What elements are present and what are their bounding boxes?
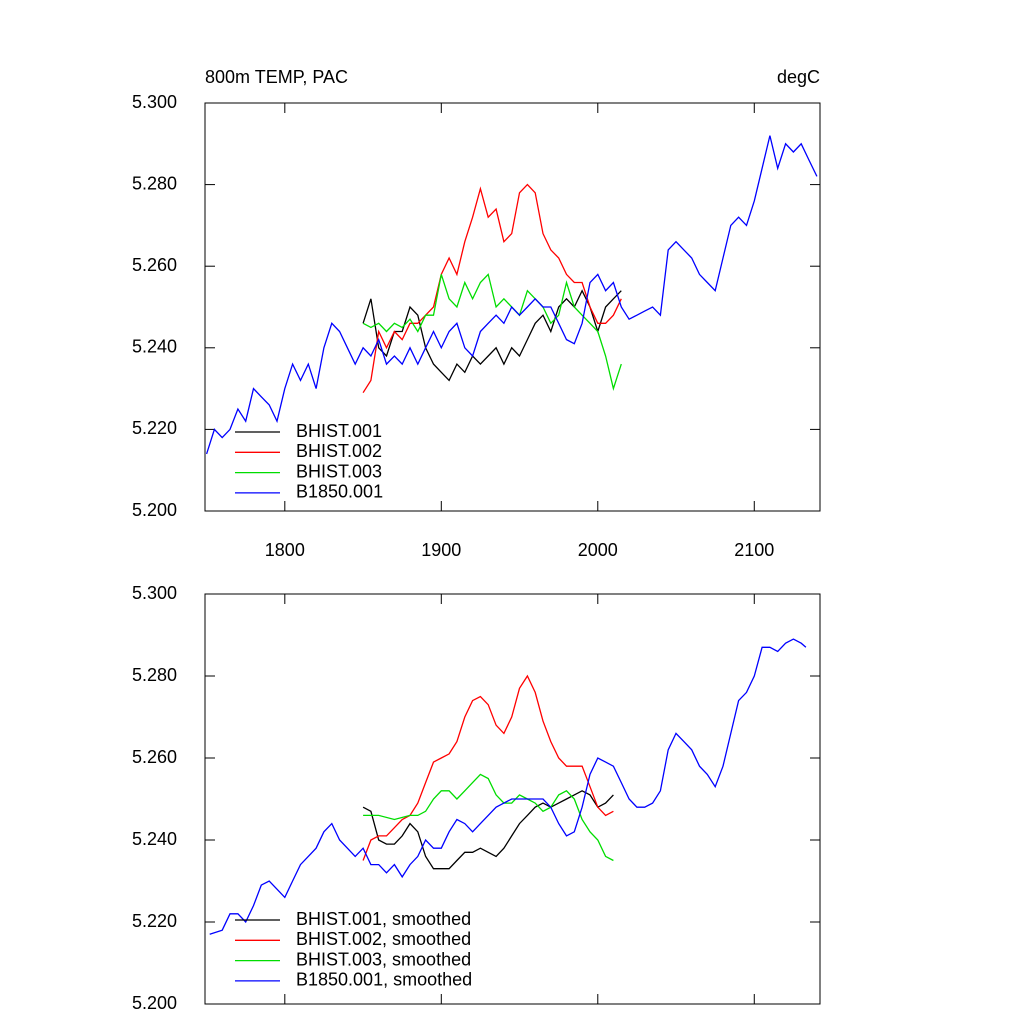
series-line (209, 638, 807, 935)
y-tick-label: 5.300 (132, 92, 177, 112)
plot-frame (204, 593, 821, 1005)
units-label: degC (777, 67, 820, 87)
legend-label: BHIST.001 (296, 421, 382, 441)
series-line (362, 183, 622, 394)
series-line (205, 135, 818, 455)
x-tick-label: 1900 (421, 540, 461, 560)
y-tick-label: 5.200 (132, 993, 177, 1013)
x-tick-label: 2000 (578, 540, 618, 560)
y-tick-label: 5.220 (132, 418, 177, 438)
y-tick-label: 5.240 (132, 337, 177, 357)
legend-label: BHIST.003 (296, 461, 382, 481)
series-line (362, 273, 622, 392)
y-tick-label: 5.280 (132, 665, 177, 685)
chart-title: 800m TEMP, PAC (205, 67, 348, 87)
legend-label: B1850.001, smoothed (296, 970, 472, 990)
y-tick-label: 5.280 (132, 173, 177, 193)
legend-label: BHIST.001, smoothed (296, 909, 471, 929)
y-tick-label: 5.200 (132, 500, 177, 520)
legend-label: BHIST.002, smoothed (296, 929, 471, 949)
y-tick-label: 5.260 (132, 747, 177, 767)
y-tick-label: 5.300 (132, 583, 177, 603)
legend-label: BHIST.002 (296, 441, 382, 461)
y-tick-label: 5.240 (132, 829, 177, 849)
legend-label: B1850.001 (296, 482, 383, 502)
series-line (362, 674, 614, 861)
legend-label: BHIST.003, smoothed (296, 949, 471, 969)
series-line (362, 289, 622, 382)
x-tick-label: 2100 (734, 540, 774, 560)
x-tick-label: 1800 (265, 540, 305, 560)
plot-frame (204, 102, 821, 512)
y-tick-label: 5.220 (132, 911, 177, 931)
y-tick-label: 5.260 (132, 255, 177, 275)
series-line (363, 773, 614, 862)
